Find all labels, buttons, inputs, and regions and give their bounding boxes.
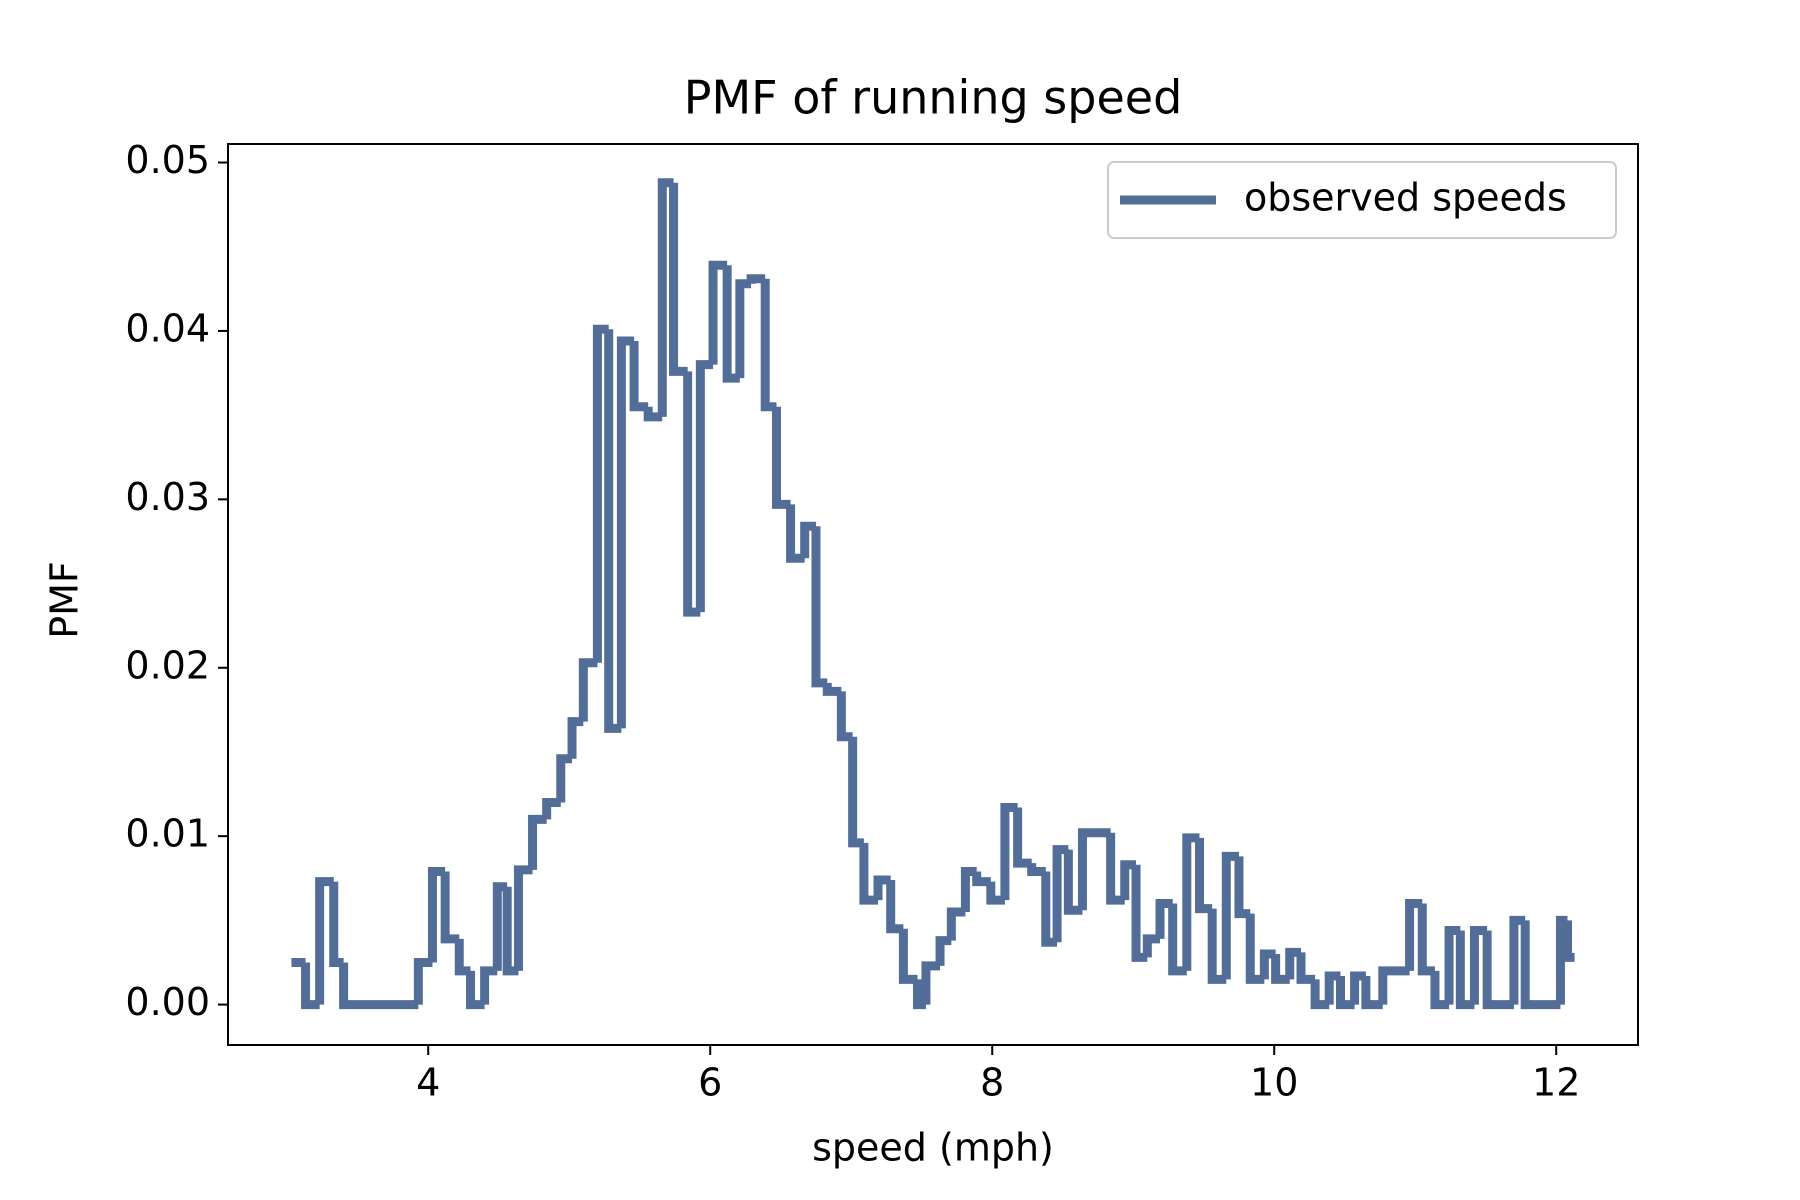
y-tick-label: 0.03	[125, 475, 210, 519]
legend-label: observed speeds	[1244, 176, 1567, 220]
step-segment	[746, 274, 766, 284]
step-segment	[708, 260, 728, 365]
step-segment	[427, 867, 446, 963]
step-segment	[413, 957, 433, 1005]
step-segment	[604, 329, 622, 733]
step-segment	[1417, 903, 1435, 976]
step-segment	[513, 865, 533, 971]
step-segment	[643, 406, 663, 422]
step-segment	[1482, 930, 1514, 1010]
x-tick-label: 8	[980, 1061, 1004, 1105]
step-segment	[1310, 979, 1330, 1010]
step-segment	[1182, 833, 1200, 971]
step-segment	[1455, 930, 1475, 1010]
step-segment	[1142, 934, 1161, 958]
step-segment	[898, 928, 918, 984]
y-axis-label: PMF	[43, 561, 87, 639]
step-segment	[1296, 952, 1316, 984]
step-segment	[339, 962, 419, 1010]
step-segment	[822, 682, 842, 696]
step-segment	[1350, 971, 1366, 1005]
y-tick-label: 0.02	[125, 643, 210, 687]
step-segment	[1013, 807, 1032, 868]
step-segment	[960, 867, 977, 912]
x-tick-label: 6	[698, 1061, 722, 1105]
chart-title: PMF of running speed	[684, 71, 1183, 125]
step-segment	[786, 504, 805, 563]
step-segment	[722, 265, 740, 383]
step-segment	[695, 360, 714, 613]
step-segment	[578, 658, 598, 722]
step-segment	[315, 877, 334, 1005]
step-segment	[528, 814, 547, 870]
step-segment	[1106, 832, 1125, 905]
step-segment	[301, 962, 320, 1010]
step-segment	[873, 875, 891, 901]
legend-box	[1107, 161, 1617, 239]
plot-frame	[227, 143, 1639, 1046]
step-segment	[1335, 975, 1355, 1010]
step-segment	[1000, 803, 1018, 901]
step-segment	[466, 970, 485, 1010]
step-segment	[1271, 954, 1290, 984]
step-segment	[800, 521, 816, 559]
step-segment	[1168, 903, 1187, 976]
step-segment	[454, 938, 471, 976]
step-segment	[592, 324, 609, 663]
y-tick-label: 0.05	[125, 138, 210, 182]
step-segment	[1063, 849, 1083, 915]
y-tick-label: 0.04	[125, 306, 210, 350]
step-segment	[760, 278, 777, 412]
step-segment	[836, 691, 853, 742]
step-segment	[669, 182, 688, 376]
step-segment	[1563, 920, 1575, 962]
step-segment	[542, 797, 561, 820]
step-segment	[1378, 966, 1410, 1005]
step-segment	[1221, 851, 1239, 980]
step-segment	[440, 871, 460, 944]
x-tick-label: 12	[1532, 1061, 1580, 1105]
step-segment	[1027, 863, 1046, 877]
y-tick-label: 0.01	[125, 812, 210, 856]
y-tick-label: 0.00	[125, 980, 210, 1024]
step-segment	[986, 881, 1005, 905]
x-tick-label: 4	[416, 1061, 440, 1105]
step-segment	[972, 871, 991, 887]
step-segment	[1361, 975, 1383, 1010]
step-segment	[859, 842, 879, 905]
step-segment	[1324, 971, 1341, 1005]
step-segment	[771, 406, 791, 509]
step-segment	[921, 961, 941, 1005]
step-segment	[1077, 828, 1111, 911]
step-segment	[556, 754, 573, 803]
step-segment	[629, 341, 649, 412]
step-segment	[1207, 908, 1227, 984]
x-axis-label: speed (mph)	[812, 1126, 1054, 1170]
x-tick-label: 10	[1250, 1061, 1298, 1105]
step-segment	[1430, 970, 1450, 1010]
step-segment	[946, 907, 966, 941]
step-segment	[1469, 925, 1488, 1005]
step-segment	[1444, 925, 1461, 1005]
step-segment	[886, 879, 904, 934]
step-segment	[1245, 913, 1265, 984]
step-segment	[1234, 856, 1251, 919]
step-segment	[616, 336, 635, 729]
step-segment	[1520, 920, 1561, 1010]
step-segment	[492, 882, 508, 971]
